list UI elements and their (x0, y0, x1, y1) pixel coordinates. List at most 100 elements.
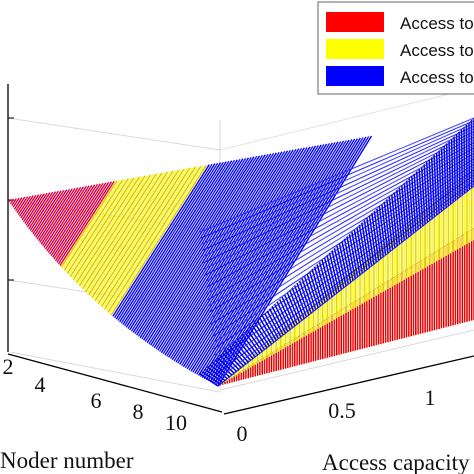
surface-mesh-line (20, 194, 37, 219)
surface-mesh-line (102, 167, 194, 309)
surface-mesh-line (160, 150, 289, 354)
surface-mesh-line (175, 146, 311, 363)
surface-mesh-line (124, 160, 230, 327)
surface-mesh-line (207, 366, 226, 382)
y-tick-label: 1 (425, 385, 436, 410)
surface-mesh-line (196, 141, 342, 375)
y-tick-label: 0.5 (328, 398, 356, 423)
surface-mesh-line (202, 128, 474, 258)
surface-mesh-line (89, 171, 171, 297)
surface-mesh-line (91, 170, 174, 299)
surface-mesh-line (199, 373, 219, 387)
surface-mesh-line (168, 148, 300, 358)
legend-swatch (326, 12, 384, 32)
surface-mesh-line (204, 133, 474, 270)
surface-mesh-line (293, 285, 308, 318)
surface-mesh-line (49, 184, 96, 255)
surface-mesh-line (75, 175, 146, 284)
surface-mesh-line (17, 195, 31, 215)
surface-mesh-line (206, 144, 474, 295)
y-tick-label: 0 (237, 421, 248, 446)
surface-mesh-line (201, 122, 474, 245)
surface-mesh-line (209, 155, 474, 319)
legend: Access to Access to Access to (317, 1, 474, 95)
surface-mesh-line (125, 160, 233, 328)
surface-mesh-line (284, 294, 298, 325)
x-axis-line (7, 353, 223, 413)
surface-mesh-line (276, 301, 291, 330)
surface-mesh-line (205, 138, 356, 381)
surface-mesh-line (143, 155, 261, 341)
surface-mesh-line (109, 165, 205, 314)
surface-mesh-line (215, 177, 474, 368)
surface-mesh-line (59, 180, 115, 266)
legend-entry-label: Access to (400, 14, 474, 33)
surface-mesh-line (100, 167, 191, 307)
surface-mesh-line (173, 147, 308, 362)
legend-entry-label: Access to (400, 68, 474, 87)
surface-mesh-line (346, 236, 357, 279)
surface-mesh-line (199, 140, 347, 377)
surface-mesh-line (212, 166, 474, 344)
surface-mesh-line (137, 156, 252, 337)
surface-mesh-line (254, 322, 270, 347)
surface-mesh-line (151, 152, 275, 347)
surface-mesh-line (216, 182, 474, 381)
surface-mesh-line (66, 178, 129, 274)
surface-mesh-line (57, 181, 113, 265)
surface-mesh-line (398, 187, 405, 241)
surface-mesh-line (239, 336, 256, 358)
axes-layer: 24 6 8 10 0 0.5 1 Noder number Access capacity (0, 353, 474, 474)
x-tick-label: 10 (165, 410, 187, 435)
surface-mesh-line (216, 357, 235, 374)
surface-mesh-line (69, 177, 135, 277)
surface-mesh-line (86, 172, 166, 294)
surface-mesh-line (22, 193, 43, 223)
surface-mesh-line (200, 120, 474, 239)
surface-mesh-line (206, 142, 474, 288)
surface-mesh-line (115, 163, 216, 320)
x-tick-label: 6 (91, 388, 102, 413)
surface-mesh-line (281, 296, 296, 327)
surface-mesh-line (37, 188, 73, 242)
surface-mesh-line (323, 257, 336, 296)
surface-mesh-line (117, 162, 219, 321)
surface-mesh-line (217, 185, 474, 387)
surface-mesh-line (204, 136, 474, 276)
surface-mesh-line (43, 186, 85, 248)
surface-mesh-line (19, 195, 34, 217)
surface-mesh-line (236, 338, 254, 360)
surface-mesh-line (31, 190, 59, 233)
surface-mesh-line (122, 161, 227, 325)
x-tick-label: 2 (3, 354, 14, 379)
surface-mesh-line (211, 163, 474, 338)
surface-mesh-line (33, 189, 65, 236)
surface-mesh-line (112, 164, 210, 317)
surface-mesh-line (188, 143, 331, 371)
surface-mesh-line (251, 324, 268, 349)
surface-mesh-line (72, 176, 140, 281)
surface-mesh-line (463, 127, 466, 194)
surface-mesh-line (65, 178, 126, 273)
surface-mesh-line (166, 148, 297, 357)
surface-mesh-line (114, 163, 213, 319)
surface-mesh-line (415, 171, 422, 228)
surface-mesh-line (209, 152, 474, 313)
surface-mesh-line (32, 190, 62, 235)
surface-mesh-line (60, 180, 118, 268)
surface-mesh-line (62, 179, 121, 270)
surface-mesh-line (448, 141, 452, 205)
surface-mesh-line (36, 188, 71, 240)
surface-mesh-line (81, 173, 157, 290)
surface-mesh-line (110, 164, 208, 316)
surface-mesh-line (207, 138, 359, 382)
x-tick-label: 4 (35, 372, 46, 397)
surface-mesh-line (378, 206, 387, 256)
surface-mesh-line (53, 182, 104, 260)
surface-mesh-line (216, 180, 474, 375)
surface-mesh-line (132, 158, 244, 333)
surface-mesh-line (211, 161, 474, 332)
surface-mesh-line (194, 141, 339, 374)
x-axis-label: Noder number (0, 448, 134, 473)
surface-mesh-line (202, 371, 221, 385)
